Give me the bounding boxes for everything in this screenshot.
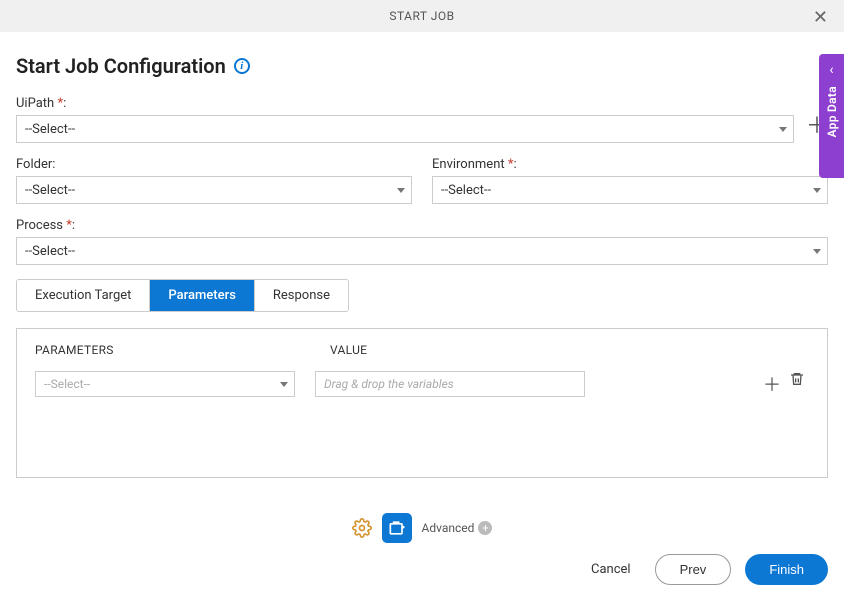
process-icon[interactable] — [382, 513, 412, 543]
chevron-left-icon: ‹ — [829, 62, 833, 78]
process-label-text: Process — [16, 218, 63, 233]
dialog-footer: Cancel Prev Finish — [0, 554, 844, 585]
uipath-select[interactable]: --Select-- — [16, 115, 794, 143]
uipath-row: UiPath *: --Select-- ＋ — [16, 96, 828, 143]
required-mark: * — [508, 157, 514, 172]
bottom-toolbar: Advanced + — [0, 513, 844, 543]
dialog-title: START JOB — [389, 9, 454, 23]
parameter-select-value: --Select-- — [44, 377, 90, 391]
folder-field: Folder: --Select-- — [16, 157, 412, 204]
process-label: Process *: — [16, 218, 828, 233]
advanced-button[interactable]: Advanced + — [422, 521, 493, 535]
chevron-down-icon — [813, 249, 821, 254]
environment-field: Environment *: --Select-- — [432, 157, 828, 204]
parameters-panel: PARAMETERS VALUE --Select-- Drag & drop … — [16, 328, 828, 478]
environment-label: Environment *: — [432, 157, 828, 172]
row-actions: ＋ — [763, 371, 805, 397]
column-value: VALUE — [330, 343, 367, 357]
required-mark: * — [57, 96, 63, 111]
uipath-label-text: UiPath — [16, 96, 54, 111]
advanced-label-text: Advanced — [422, 521, 475, 535]
plus-circle-icon: + — [478, 521, 492, 535]
parameters-header: PARAMETERS VALUE — [35, 343, 809, 357]
process-select[interactable]: --Select-- — [16, 237, 828, 265]
tab-parameters[interactable]: Parameters — [150, 280, 254, 311]
chevron-down-icon — [779, 127, 787, 132]
dialog-header: START JOB ✕ — [0, 0, 844, 32]
add-parameter-icon[interactable]: ＋ — [763, 371, 781, 397]
chevron-down-icon — [397, 188, 405, 193]
gear-icon[interactable] — [352, 518, 372, 538]
folder-label: Folder: — [16, 157, 412, 172]
environment-label-text: Environment — [432, 157, 505, 172]
environment-select[interactable]: --Select-- — [432, 176, 828, 204]
page-title-row: Start Job Configuration i — [16, 54, 828, 78]
uipath-select-value: --Select-- — [25, 122, 75, 137]
required-mark: * — [66, 218, 72, 233]
page-title: Start Job Configuration — [16, 54, 226, 78]
folder-select-value: --Select-- — [25, 183, 75, 198]
dialog-content: Start Job Configuration i UiPath *: --Se… — [0, 32, 844, 478]
uipath-label: UiPath *: — [16, 96, 794, 111]
info-icon[interactable]: i — [234, 58, 250, 74]
column-parameters: PARAMETERS — [35, 343, 330, 357]
app-data-panel-toggle[interactable]: ‹ App Data — [819, 54, 844, 178]
parameter-value-input[interactable]: Drag & drop the variables — [315, 371, 585, 397]
finish-button[interactable]: Finish — [745, 554, 828, 585]
parameter-select[interactable]: --Select-- — [35, 371, 295, 397]
folder-env-row: Folder: --Select-- Environment *: --Sele… — [16, 157, 828, 204]
folder-select[interactable]: --Select-- — [16, 176, 412, 204]
app-data-label: App Data — [825, 86, 839, 137]
tabs: Execution Target Parameters Response — [16, 279, 349, 312]
process-row: Process *: --Select-- — [16, 218, 828, 265]
process-select-value: --Select-- — [25, 244, 75, 259]
parameter-row: --Select-- Drag & drop the variables ＋ — [35, 371, 809, 397]
process-field: Process *: --Select-- — [16, 218, 828, 265]
tab-response[interactable]: Response — [255, 280, 348, 311]
tab-execution-target[interactable]: Execution Target — [17, 280, 150, 311]
close-icon[interactable]: ✕ — [807, 5, 834, 30]
prev-button[interactable]: Prev — [655, 554, 732, 585]
uipath-field: UiPath *: --Select-- — [16, 96, 794, 143]
environment-select-value: --Select-- — [441, 183, 491, 198]
delete-parameter-icon[interactable] — [789, 371, 805, 397]
chevron-down-icon — [813, 188, 821, 193]
cancel-button[interactable]: Cancel — [581, 556, 641, 583]
chevron-down-icon — [280, 382, 288, 387]
